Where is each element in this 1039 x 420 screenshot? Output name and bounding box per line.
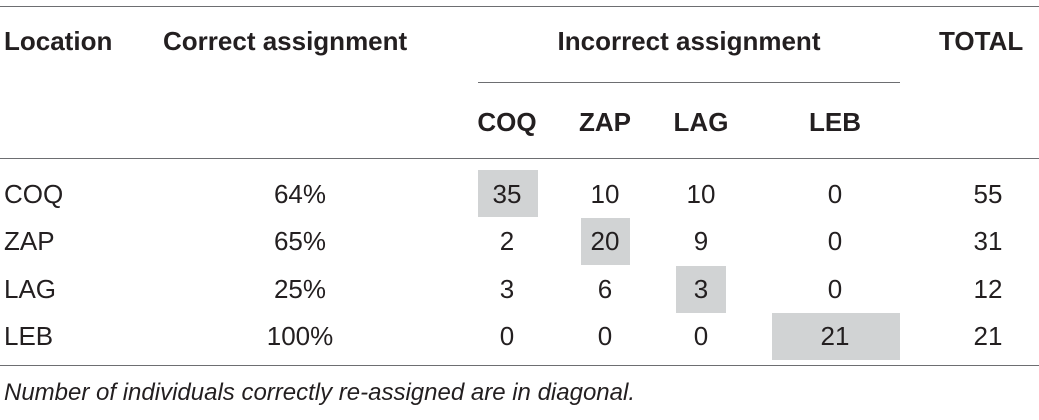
highlight-cell-leb-leb [772, 313, 900, 360]
subheader-lag: LAG [673, 107, 729, 137]
header-total: TOTAL [939, 26, 1024, 56]
row-value-leb: 0 [827, 226, 843, 256]
row-value-coq: 0 [499, 321, 515, 351]
row-value-leb: 0 [827, 179, 843, 209]
row-value-zap: 10 [590, 179, 620, 209]
row-value-lag: 10 [686, 179, 716, 209]
row-value-lag: 9 [693, 226, 709, 256]
row-correct: 25% [273, 274, 327, 304]
incorrect-assignment-rule [478, 82, 900, 83]
row-value-lag: 0 [693, 321, 709, 351]
row-value-coq: 3 [499, 274, 515, 304]
row-correct: 64% [273, 179, 327, 209]
row-correct: 100% [266, 321, 334, 351]
header-bottom-rule [0, 158, 1039, 159]
row-value-zap: 6 [597, 274, 613, 304]
row-value-leb: 21 [820, 321, 850, 351]
table-bottom-rule [0, 365, 1039, 366]
row-total: 12 [973, 274, 1003, 304]
header-location: Location [4, 26, 113, 56]
row-location: LEB [4, 321, 54, 351]
subheader-leb: LEB [809, 107, 861, 137]
row-total: 21 [973, 321, 1003, 351]
row-location: COQ [4, 179, 64, 209]
row-value-coq: 2 [499, 226, 515, 256]
table-top-rule [0, 6, 1039, 7]
row-total: 55 [973, 179, 1003, 209]
row-value-lag: 3 [693, 274, 709, 304]
header-incorrect-assignment: Incorrect assignment [557, 26, 821, 56]
subheader-zap: ZAP [579, 107, 631, 137]
row-location: ZAP [4, 226, 55, 256]
highlight-cell-zap-zap [581, 218, 630, 265]
subheader-coq: COQ [477, 107, 537, 137]
row-total: 31 [973, 226, 1003, 256]
row-value-zap: 0 [597, 321, 613, 351]
highlight-cell-coq-coq [478, 170, 538, 217]
row-location: LAG [4, 274, 57, 304]
row-value-zap: 20 [590, 226, 620, 256]
row-value-leb: 0 [827, 274, 843, 304]
row-correct: 65% [273, 226, 327, 256]
table-footnote: Number of individuals correctly re-assig… [4, 379, 635, 406]
header-correct-assignment: Correct assignment [163, 26, 408, 56]
row-value-coq: 35 [492, 179, 522, 209]
highlight-cell-lag-lag [676, 266, 726, 313]
